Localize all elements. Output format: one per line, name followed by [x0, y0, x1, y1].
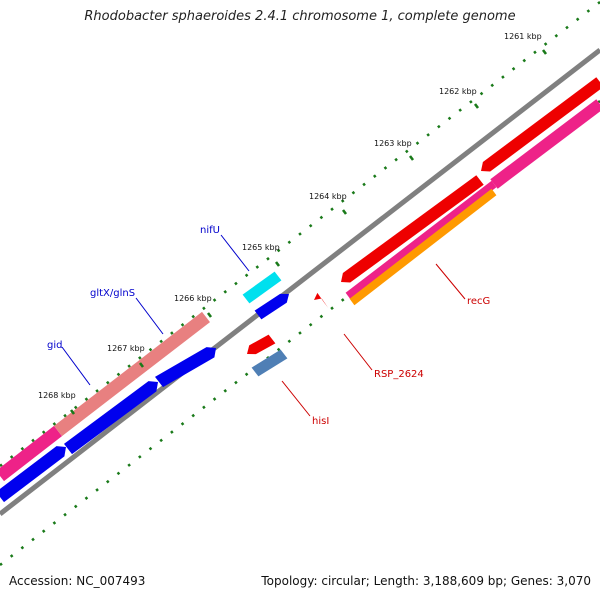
- ruler-tick-6: [138, 362, 145, 368]
- genome-summary-text: Topology: circular; Length: 3,188,609 bp…: [261, 574, 591, 588]
- ruler-tick-4: [274, 261, 281, 267]
- gene-nifU-partner: [254, 293, 289, 320]
- gene-pink-right: [345, 180, 497, 300]
- gene-label-leader: [343, 333, 373, 371]
- gc-track-inner: [0, 0, 600, 468]
- gene-label-leader: [220, 234, 250, 272]
- gc-track-outer: [0, 99, 600, 567]
- map-title: Rhodobacter sphaeroides 2.4.1 chromosome…: [84, 9, 516, 24]
- gene-gid: [0, 425, 62, 482]
- gene-recG: [341, 175, 484, 283]
- kbp-ruler: 1261 kbp 1262 kbp 1263 kbp 1264 kbp 1265…: [38, 32, 548, 415]
- gene-label-leader: [281, 380, 311, 417]
- ruler-tick-7: [69, 409, 76, 415]
- tick-label-1268: 1268 kbp: [38, 391, 76, 400]
- tick-label-1267: 1267 kbp: [107, 344, 145, 353]
- tick-label-1265: 1265 kbp: [242, 243, 280, 252]
- gene-pink-right-2: [490, 99, 600, 189]
- gene-nifU: [242, 271, 282, 304]
- gene-label-gltX-glnS: gltX/glnS: [90, 288, 135, 299]
- gene-label-leader: [435, 263, 466, 300]
- gene-label-recG: recG: [467, 296, 490, 307]
- gene-blue-3: [155, 347, 216, 388]
- tick-label-1262: 1262 kbp: [439, 87, 477, 96]
- tick-label-1264: 1264 kbp: [309, 192, 347, 201]
- gene-orange: [349, 188, 497, 306]
- gene-blue-2: [64, 381, 158, 455]
- tick-label-1263: 1263 kbp: [374, 139, 412, 148]
- ruler-tick-1: [473, 103, 480, 109]
- ruler-tick-5: [206, 312, 213, 318]
- gene-RSP_2624-neighbor: [247, 334, 276, 355]
- ruler-tick-3: [341, 209, 348, 215]
- gc-skew-track: [0, 0, 600, 567]
- gene-label-RSP_2624: RSP_2624: [374, 369, 424, 380]
- ruler-tick-2: [408, 155, 415, 161]
- ruler-tick-0: [541, 49, 548, 55]
- gene-RSP_2624: [314, 292, 329, 308]
- gene-red-2: [481, 77, 600, 172]
- backbone-line: [0, 48, 600, 516]
- tick-label-1266: 1266 kbp: [174, 294, 212, 303]
- gene-gltX-glnS: [54, 311, 210, 437]
- gene-hisI: [251, 349, 288, 377]
- gene-label-leader: [135, 297, 164, 335]
- accession-text: Accession: NC_007493: [9, 574, 146, 588]
- tick-label-1261: 1261 kbp: [504, 32, 542, 41]
- gene-blue-1: [0, 446, 66, 503]
- gene-labels: nifU gltX/glnS gid recG RSP_2624 hisI: [47, 225, 490, 427]
- gene-label-leader: [61, 346, 91, 386]
- genome-backbone: [0, 48, 600, 516]
- gene-label-nifU: nifU: [200, 225, 220, 236]
- gene-tracks: [0, 77, 600, 503]
- gene-label-gid: gid: [47, 340, 62, 351]
- gene-label-hisI: hisI: [312, 416, 329, 427]
